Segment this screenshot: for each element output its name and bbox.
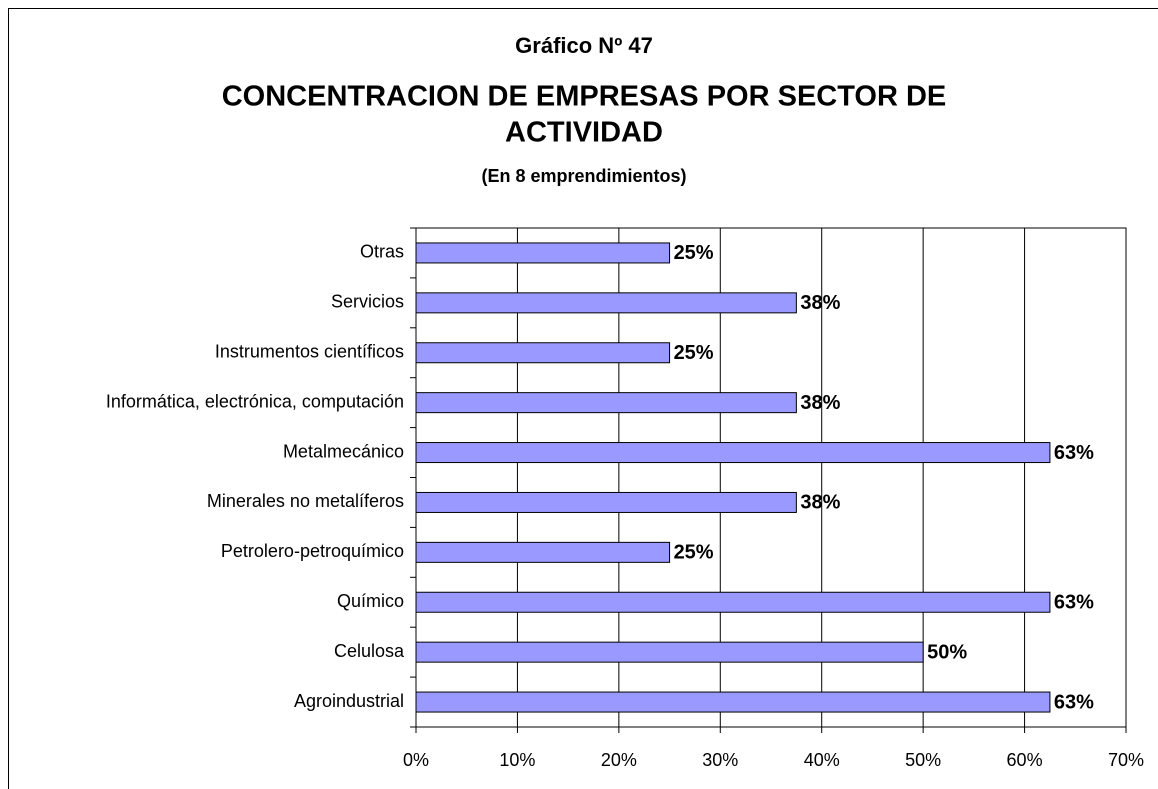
y-tick-label: Metalmecánico <box>283 441 404 461</box>
y-tick-label: Informática, electrónica, computación <box>106 391 404 411</box>
y-tick-label: Otras <box>360 242 404 262</box>
bar <box>415 591 1051 613</box>
y-tick-label: Agroindustrial <box>294 691 404 711</box>
data-label: 50% <box>927 641 967 663</box>
bar <box>415 242 671 264</box>
bar <box>415 442 1051 464</box>
x-tick-label: 40% <box>804 750 840 770</box>
data-label: 38% <box>800 392 840 414</box>
x-tick-label: 10% <box>499 750 535 770</box>
bar <box>415 541 671 563</box>
data-label: 63% <box>1054 442 1094 464</box>
x-tick-label: 20% <box>601 750 637 770</box>
data-label: 63% <box>1054 592 1094 614</box>
chart-subtitle: (En 8 emprendimientos) <box>481 166 686 186</box>
bar <box>415 342 671 364</box>
x-tick-label: 70% <box>1108 750 1144 770</box>
chart-title: CONCENTRACION DE EMPRESAS POR SECTOR DE <box>222 81 947 113</box>
bar <box>415 392 797 414</box>
y-tick-label: Petrolero-petroquímico <box>221 541 404 561</box>
chart-title: ACTIVIDAD <box>505 117 663 149</box>
data-label: 25% <box>674 542 714 564</box>
y-tick-label: Minerales no metalíferos <box>207 491 404 511</box>
y-tick-label: Servicios <box>331 292 404 312</box>
data-label: 38% <box>800 492 840 514</box>
data-label: 63% <box>1054 691 1094 713</box>
x-tick-label: 60% <box>1007 750 1043 770</box>
y-tick-label: Químico <box>337 591 404 611</box>
bar <box>415 691 1051 713</box>
x-tick-label: 30% <box>702 750 738 770</box>
bar <box>415 491 797 513</box>
chart-supertitle: Gráfico Nº 47 <box>515 33 653 58</box>
y-tick-label: Instrumentos científicos <box>215 342 404 362</box>
data-label: 38% <box>800 292 840 314</box>
bar <box>415 292 797 314</box>
x-tick-label: 50% <box>905 750 941 770</box>
bar <box>415 641 924 663</box>
x-tick-label: 0% <box>403 750 429 770</box>
data-label: 25% <box>674 242 714 264</box>
data-label: 25% <box>674 342 714 364</box>
y-tick-label: Celulosa <box>334 641 405 661</box>
